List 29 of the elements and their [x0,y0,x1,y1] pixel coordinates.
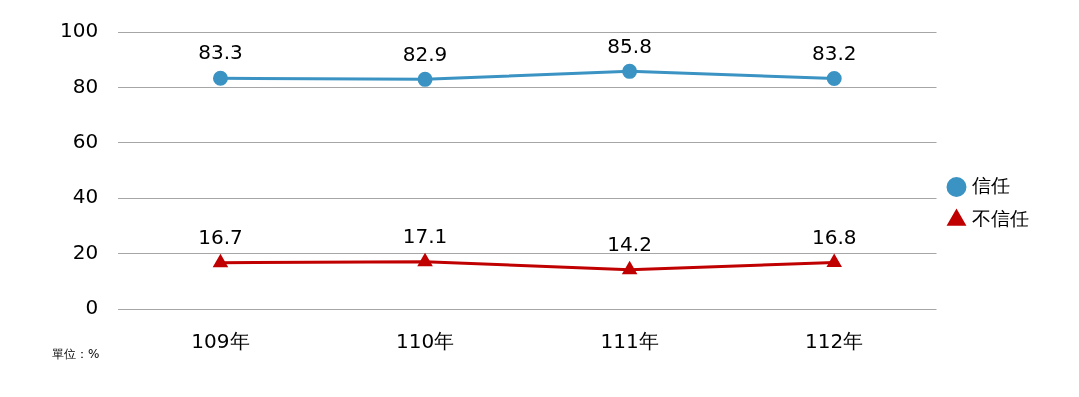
legend-label: 不信任 [972,206,1029,229]
x-tick-label: 111年 [600,329,659,354]
point [418,254,432,267]
point [212,70,228,86]
data-label: 82.9 [402,41,448,66]
x-tick-label: 112年 [805,329,864,354]
legend-label: 信任 [972,173,1010,196]
point [213,255,228,268]
point [827,254,841,267]
y-tick-label: 100 [59,18,99,43]
data-label: 14.2 [607,231,652,256]
y-tick-label: 60 [72,129,99,153]
x-tick-label: 110年 [395,329,455,354]
point [826,71,842,87]
y-tick-label: 0 [85,295,99,320]
data-label: 85.8 [607,33,652,58]
y-tick-label: 40 [72,184,99,209]
y-tick-label: 80 [72,73,99,98]
point [417,71,433,87]
data-label: 83.2 [811,40,857,65]
point [622,262,637,275]
data-label: 83.3 [198,40,243,65]
data-label: 16.8 [811,224,857,249]
y-tick-label: 20 [72,239,99,264]
x-tick-label: 109年 [191,329,250,354]
data-label: 17.1 [402,223,448,248]
data-label: 16.7 [198,224,243,249]
text: 單位：% [52,347,100,362]
point [622,63,638,79]
